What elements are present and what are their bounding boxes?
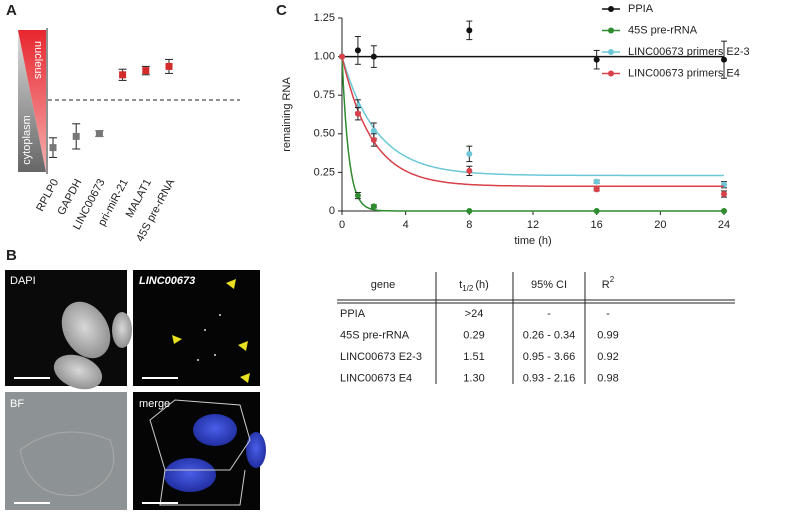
- table-cell: 0.99: [597, 329, 618, 341]
- point: [721, 191, 727, 198]
- point: [119, 71, 127, 79]
- point: [95, 130, 103, 138]
- table-cell: 45S pre-rRNA: [340, 329, 410, 341]
- panel-label: B: [6, 247, 17, 264]
- point: [165, 62, 173, 70]
- point: [142, 67, 150, 75]
- legend-label: LINC00673 primers E2-3: [628, 46, 750, 58]
- x-tick-label: 12: [527, 219, 539, 231]
- table-cell: -: [547, 308, 551, 320]
- y-tick-label: 0.25: [314, 166, 335, 178]
- table-cell: LINC00673 E4: [340, 372, 412, 384]
- table-cell: 1.30: [463, 372, 484, 384]
- micrograph: LINC00673: [133, 270, 260, 386]
- table-cell: 0.95 - 3.66: [523, 351, 576, 363]
- point: [593, 208, 600, 214]
- x-tick-label: 0: [339, 219, 345, 231]
- point: [370, 203, 377, 210]
- table-cell: 0.98: [597, 372, 618, 384]
- table-cell: >24: [465, 308, 484, 320]
- panel-label: A: [6, 2, 17, 19]
- legend-marker: [608, 6, 614, 12]
- table-header: gene: [371, 279, 395, 291]
- table-cell: 0.92: [597, 351, 618, 363]
- legend-marker: [608, 49, 614, 55]
- image-label: LINC00673: [139, 275, 195, 287]
- y-tick-label: 0.75: [314, 89, 335, 101]
- table-cell: 0.93 - 2.16: [523, 372, 576, 384]
- table-cell: -: [606, 308, 610, 320]
- point: [370, 136, 377, 143]
- y-tick-label: 1.25: [314, 12, 335, 24]
- table-cell: 1.51: [463, 351, 484, 363]
- image-label: DAPI: [10, 275, 36, 287]
- legend-marker: [608, 70, 614, 77]
- x-tick-label: 24: [718, 219, 730, 231]
- table: [337, 272, 735, 384]
- x-tick-label: 4: [403, 219, 409, 231]
- fit-curve: [341, 56, 724, 188]
- x-tick-label: 8: [466, 219, 472, 231]
- y-tick-label: 1.00: [314, 51, 335, 63]
- point: [593, 56, 600, 63]
- x-axis-label: time (h): [514, 235, 551, 247]
- point: [466, 27, 473, 34]
- legend-label: 45S pre-rRNA: [628, 24, 698, 36]
- point: [466, 167, 473, 174]
- y-tick-label: 0: [329, 205, 335, 217]
- micrograph: merge: [133, 392, 266, 510]
- fit-curve: [341, 56, 724, 177]
- image-label: BF: [10, 398, 24, 410]
- panel-label: C: [276, 2, 287, 19]
- legend-label: PPIA: [628, 3, 654, 15]
- micrograph: BF: [5, 392, 127, 510]
- point: [354, 47, 361, 54]
- table-cell: PPIA: [340, 308, 366, 320]
- point: [339, 53, 345, 60]
- nucleus-wedge: [18, 30, 46, 172]
- point: [370, 127, 377, 134]
- image-label: merge: [139, 398, 170, 410]
- y-tick-label: 0.50: [314, 128, 335, 140]
- micrograph: DAPI: [5, 270, 132, 390]
- x-tick-label: 16: [591, 219, 603, 231]
- table-cell: 0.26 - 0.34: [523, 329, 576, 341]
- table-cell: 0.29: [463, 329, 484, 341]
- fit-curve: [341, 56, 724, 212]
- point: [466, 150, 473, 157]
- point: [72, 132, 80, 140]
- legend-marker: [608, 27, 614, 34]
- point: [354, 192, 361, 199]
- point: [466, 208, 473, 214]
- x-tick-label: 20: [654, 219, 666, 231]
- table-header: R2: [602, 275, 615, 291]
- point: [49, 144, 57, 152]
- y-axis-label: remaining RNA: [281, 77, 293, 152]
- point: [593, 178, 600, 185]
- point: [721, 56, 727, 63]
- region-label: nucleus: [32, 41, 44, 79]
- point: [721, 208, 727, 214]
- table-cell: LINC00673 E2-3: [340, 351, 422, 363]
- point: [370, 53, 377, 60]
- point: [593, 186, 600, 193]
- table-header: 95% CI: [531, 279, 567, 291]
- region-label: cytoplasm: [21, 115, 33, 165]
- legend-label: LINC00673 primers E4: [628, 67, 740, 79]
- table-header: t1/2 (h): [459, 279, 489, 293]
- point: [354, 110, 361, 117]
